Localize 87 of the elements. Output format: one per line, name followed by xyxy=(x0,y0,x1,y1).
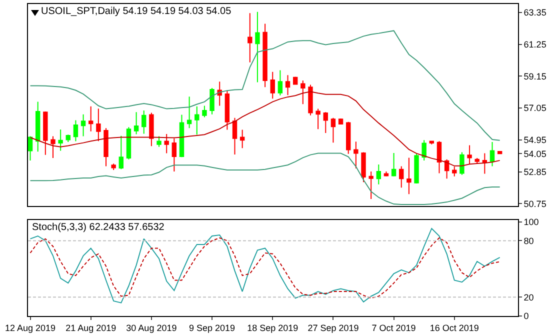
candlestick xyxy=(104,128,108,167)
candlestick xyxy=(270,71,275,100)
candlestick xyxy=(232,117,238,156)
line-series xyxy=(30,152,500,205)
x-tick-label: 27 Sep 2019 xyxy=(308,322,359,333)
candlestick xyxy=(422,140,426,161)
y-tick-label: 54.05 xyxy=(524,148,546,159)
candlestick xyxy=(262,23,268,88)
candlestick xyxy=(126,126,132,160)
x-tick-label: 30 Aug 2019 xyxy=(126,322,177,333)
candlestick xyxy=(255,11,260,83)
candlestick xyxy=(66,134,70,143)
candlestick xyxy=(354,141,358,169)
x-tick-label: 18 Sep 2019 xyxy=(247,322,298,333)
candlestick xyxy=(300,80,306,105)
candlestick xyxy=(73,120,78,142)
candlestick xyxy=(436,140,442,174)
candlestick xyxy=(316,108,320,130)
candlestick xyxy=(202,105,207,118)
candlestick xyxy=(179,114,184,158)
candlestick xyxy=(414,153,419,184)
candlestick xyxy=(323,112,328,134)
candlestick xyxy=(142,110,146,134)
y-tick-label: 63.35 xyxy=(524,8,546,18)
x-tick-label: 16 Oct 2019 xyxy=(430,322,479,333)
candlestick xyxy=(156,136,162,148)
candlestick xyxy=(308,84,313,116)
y-tick-label: 52.85 xyxy=(524,166,546,177)
candlestick xyxy=(28,136,33,161)
y-tick-label: 80 xyxy=(524,236,534,246)
candlestick xyxy=(111,163,116,170)
candlestick xyxy=(248,12,252,63)
y-tick-label: 20 xyxy=(524,292,534,302)
line-series xyxy=(30,30,500,141)
candlestick xyxy=(330,117,336,144)
candlestick xyxy=(361,152,366,183)
line-series xyxy=(30,91,500,166)
candlestick xyxy=(186,96,192,129)
candlestick xyxy=(194,106,200,136)
candlestick xyxy=(376,164,381,185)
candlestick xyxy=(444,158,450,180)
candlestick xyxy=(399,166,404,188)
x-tick-label: 21 Aug 2019 xyxy=(66,322,116,333)
y-tick-label: 50.75 xyxy=(524,198,546,209)
candlestick xyxy=(210,87,214,115)
candlestick xyxy=(118,135,124,170)
candlestick xyxy=(217,81,222,106)
candlestick xyxy=(43,111,48,156)
candlestick xyxy=(452,166,457,177)
candlestick xyxy=(149,112,154,147)
line-series xyxy=(30,237,500,299)
candlestick xyxy=(406,157,412,195)
candlestick xyxy=(50,136,56,159)
x-tick-label: 7 Oct 2019 xyxy=(372,322,416,333)
candlestick xyxy=(35,101,40,152)
candlestick xyxy=(88,106,94,132)
candlestick xyxy=(474,158,480,164)
candlestick xyxy=(490,142,495,167)
y-tick-label: 61.25 xyxy=(524,39,546,50)
candlestick xyxy=(80,114,86,137)
candlestick xyxy=(346,121,351,154)
y-tick-label: 57.05 xyxy=(524,103,546,114)
candlestick xyxy=(482,152,488,174)
candlestick xyxy=(172,138,177,172)
candlestick xyxy=(278,70,283,96)
x-tick-label: 9 Sep 2019 xyxy=(189,322,236,333)
x-tick-label: 12 Aug 2019 xyxy=(4,322,56,333)
candlestick xyxy=(58,128,63,152)
candlestick xyxy=(164,134,169,154)
candlestick xyxy=(96,108,101,142)
chart-title: Stoch(5,3,3) 62.2433 57.6532 xyxy=(32,222,165,233)
y-tick-label: 0 xyxy=(524,311,529,322)
candlestick xyxy=(224,90,230,130)
candlestick xyxy=(285,74,290,96)
y-tick-label: 59.15 xyxy=(524,71,546,82)
candlestick xyxy=(460,152,464,176)
candlestick xyxy=(292,76,298,86)
candlestick xyxy=(338,118,344,125)
candlestick xyxy=(384,171,389,177)
candlestick xyxy=(391,152,396,177)
y-tick-label: 100 xyxy=(524,217,539,228)
candlestick xyxy=(134,112,139,135)
chart-title: USOIL_SPT,Daily 54.19 54.19 54.03 54.05 xyxy=(41,6,232,18)
candlestick xyxy=(368,171,374,200)
candlestick xyxy=(240,129,245,149)
y-tick-label: 54.95 xyxy=(524,135,546,146)
candlestick xyxy=(467,144,472,165)
